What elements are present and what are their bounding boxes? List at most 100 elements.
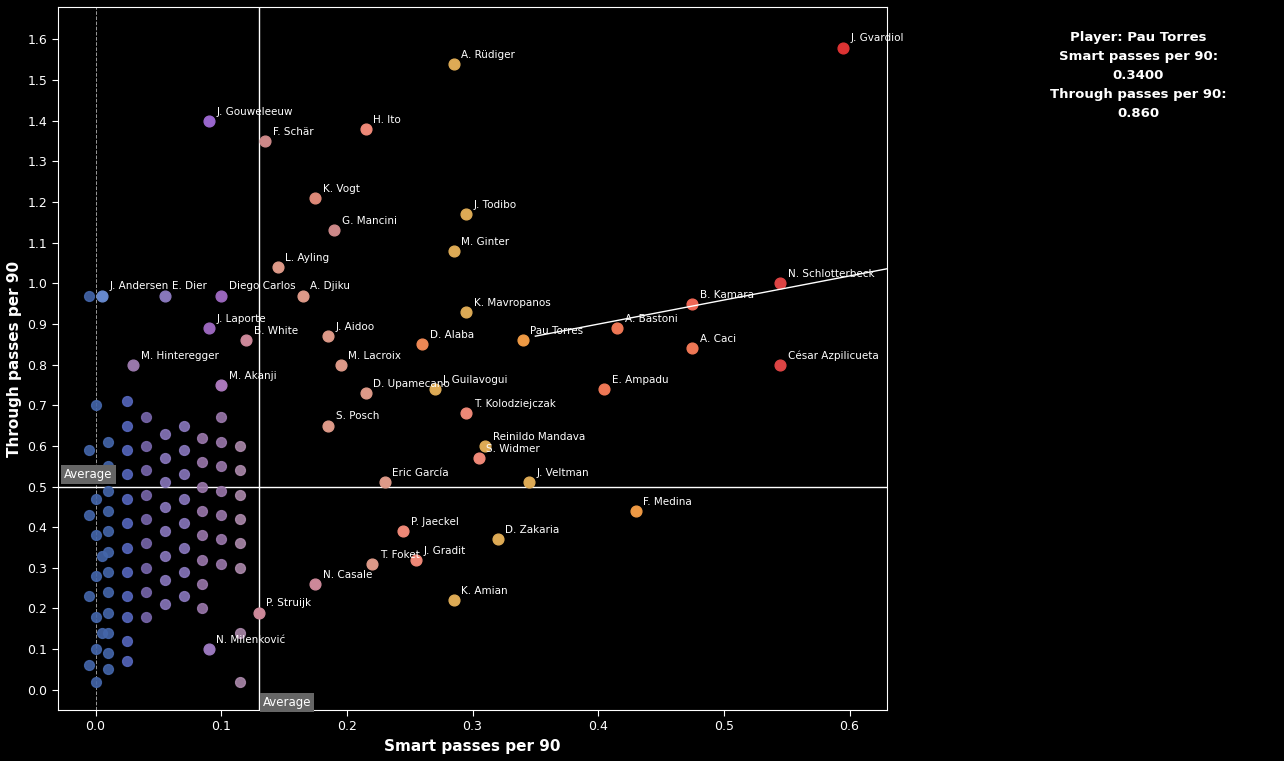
Point — [475, 440, 496, 452]
Point — [362, 558, 383, 570]
Point — [211, 485, 231, 497]
Text: K. Mavropanos: K. Mavropanos — [474, 298, 551, 307]
Text: T. Foket: T. Foket — [380, 549, 420, 559]
Point — [117, 492, 137, 505]
Point — [91, 473, 112, 485]
Text: S. Posch: S. Posch — [335, 412, 379, 422]
Point — [682, 298, 702, 310]
Point — [211, 558, 231, 570]
Point — [193, 553, 213, 565]
Text: M. Ginter: M. Ginter — [461, 237, 510, 247]
Point — [98, 607, 118, 619]
Point — [193, 456, 213, 468]
Point — [230, 676, 250, 688]
Point — [117, 566, 137, 578]
Point — [80, 289, 100, 301]
Text: D. Upamecano: D. Upamecano — [374, 379, 451, 389]
Point — [393, 525, 413, 537]
Point — [425, 383, 446, 395]
Point — [117, 591, 137, 603]
Point — [123, 358, 144, 371]
Point — [173, 566, 194, 578]
Text: G. Mancini: G. Mancini — [342, 216, 397, 226]
Point — [236, 334, 257, 346]
Point — [456, 306, 476, 318]
Point — [98, 664, 118, 676]
Point — [230, 440, 250, 452]
Point — [456, 407, 476, 419]
Text: Pau Torres: Pau Torres — [530, 326, 583, 336]
Point — [80, 591, 100, 603]
Text: F. Schär: F. Schär — [272, 127, 313, 137]
Point — [98, 436, 118, 448]
Point — [211, 509, 231, 521]
Point — [317, 419, 338, 431]
Point — [607, 322, 628, 334]
Point — [98, 647, 118, 659]
Text: N. Casale: N. Casale — [324, 570, 372, 580]
Point — [98, 586, 118, 598]
Point — [193, 603, 213, 615]
Point — [154, 525, 175, 537]
Point — [375, 476, 395, 489]
Text: D. Zakaria: D. Zakaria — [505, 525, 560, 535]
Point — [85, 570, 105, 582]
Text: A. Rüdiger: A. Rüdiger — [461, 49, 515, 60]
Point — [136, 489, 157, 501]
Text: J. Guilavogui: J. Guilavogui — [443, 375, 508, 385]
Text: Eric García: Eric García — [392, 468, 449, 479]
Text: J. Veltman: J. Veltman — [537, 468, 589, 479]
Point — [199, 322, 220, 334]
Point — [199, 115, 220, 127]
Text: J. Aidoo: J. Aidoo — [335, 322, 375, 332]
Text: A. Caci: A. Caci — [700, 334, 736, 344]
Point — [173, 419, 194, 431]
Point — [293, 289, 313, 301]
Text: M. Akanji: M. Akanji — [229, 371, 276, 380]
Text: J. Laporte: J. Laporte — [216, 314, 266, 324]
Point — [117, 444, 137, 456]
Point — [230, 627, 250, 639]
Point — [91, 627, 112, 639]
Text: J. Andersen: J. Andersen — [109, 282, 168, 291]
Point — [443, 58, 464, 70]
Point — [443, 245, 464, 257]
Point — [512, 334, 533, 346]
Point — [256, 135, 276, 147]
Point — [136, 513, 157, 525]
Point — [117, 610, 137, 622]
Point — [136, 537, 157, 549]
Point — [519, 476, 539, 489]
Text: F. Medina: F. Medina — [643, 497, 692, 507]
Point — [267, 261, 288, 273]
Point — [406, 553, 426, 565]
Point — [117, 655, 137, 667]
Point — [154, 452, 175, 464]
Point — [98, 627, 118, 639]
Point — [193, 505, 213, 517]
Point — [193, 578, 213, 591]
Point — [317, 330, 338, 342]
Point — [154, 428, 175, 440]
Point — [85, 643, 105, 655]
Text: K. Vogt: K. Vogt — [324, 184, 360, 194]
Point — [306, 192, 326, 204]
Point — [173, 492, 194, 505]
Text: P. Jaeckel: P. Jaeckel — [411, 517, 458, 527]
Text: M. Lacroix: M. Lacroix — [348, 351, 401, 361]
Text: J. Gradit: J. Gradit — [424, 546, 466, 556]
Point — [211, 460, 231, 473]
Bar — [957, 19, 1284, 234]
Text: E. Ampadu: E. Ampadu — [612, 375, 669, 385]
Point — [230, 489, 250, 501]
Point — [173, 541, 194, 553]
Text: J. Gvardiol: J. Gvardiol — [851, 33, 904, 43]
Point — [173, 468, 194, 480]
Point — [154, 598, 175, 610]
Point — [211, 436, 231, 448]
Point — [85, 676, 105, 688]
Point — [154, 501, 175, 513]
Point — [173, 444, 194, 456]
Text: César Azpilicueta: César Azpilicueta — [788, 350, 878, 361]
Text: A. Djiku: A. Djiku — [311, 282, 351, 291]
